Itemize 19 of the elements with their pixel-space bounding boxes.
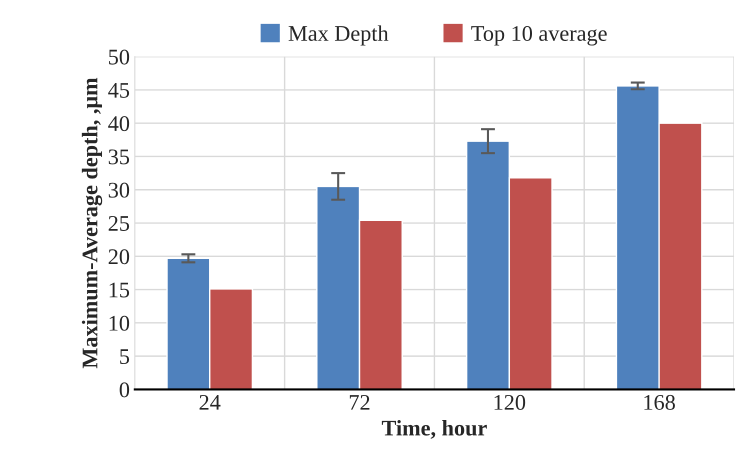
y-tick-label: 50 bbox=[109, 50, 130, 65]
y-tick-label: 40 bbox=[108, 116, 130, 132]
x-tick-label: 24 bbox=[200, 394, 220, 410]
y-tick-label: 0 bbox=[120, 382, 130, 398]
y-tick-label: 10 bbox=[110, 316, 130, 331]
y-tick-label: 5 bbox=[120, 349, 130, 364]
y-tick-label: 20 bbox=[108, 249, 130, 264]
y-axis-title: Maximum-Average depth, ,μm bbox=[82, 78, 102, 368]
y-tick-label: 45 bbox=[108, 83, 130, 98]
x-tick-label: 120 bbox=[494, 394, 526, 410]
y-tick-label: 30 bbox=[108, 182, 130, 198]
y-tick-label: 25 bbox=[108, 216, 130, 231]
y-tick-label: 35 bbox=[108, 149, 130, 164]
x-tick-label: 72 bbox=[350, 394, 370, 410]
x-axis-title: Time, hour bbox=[382, 420, 487, 439]
x-tick-label: 168 bbox=[644, 394, 675, 410]
legend-label: Max Depth bbox=[288, 25, 388, 46]
legend-label: Top 10 average bbox=[471, 26, 607, 46]
y-tick-label: 15 bbox=[110, 282, 130, 298]
